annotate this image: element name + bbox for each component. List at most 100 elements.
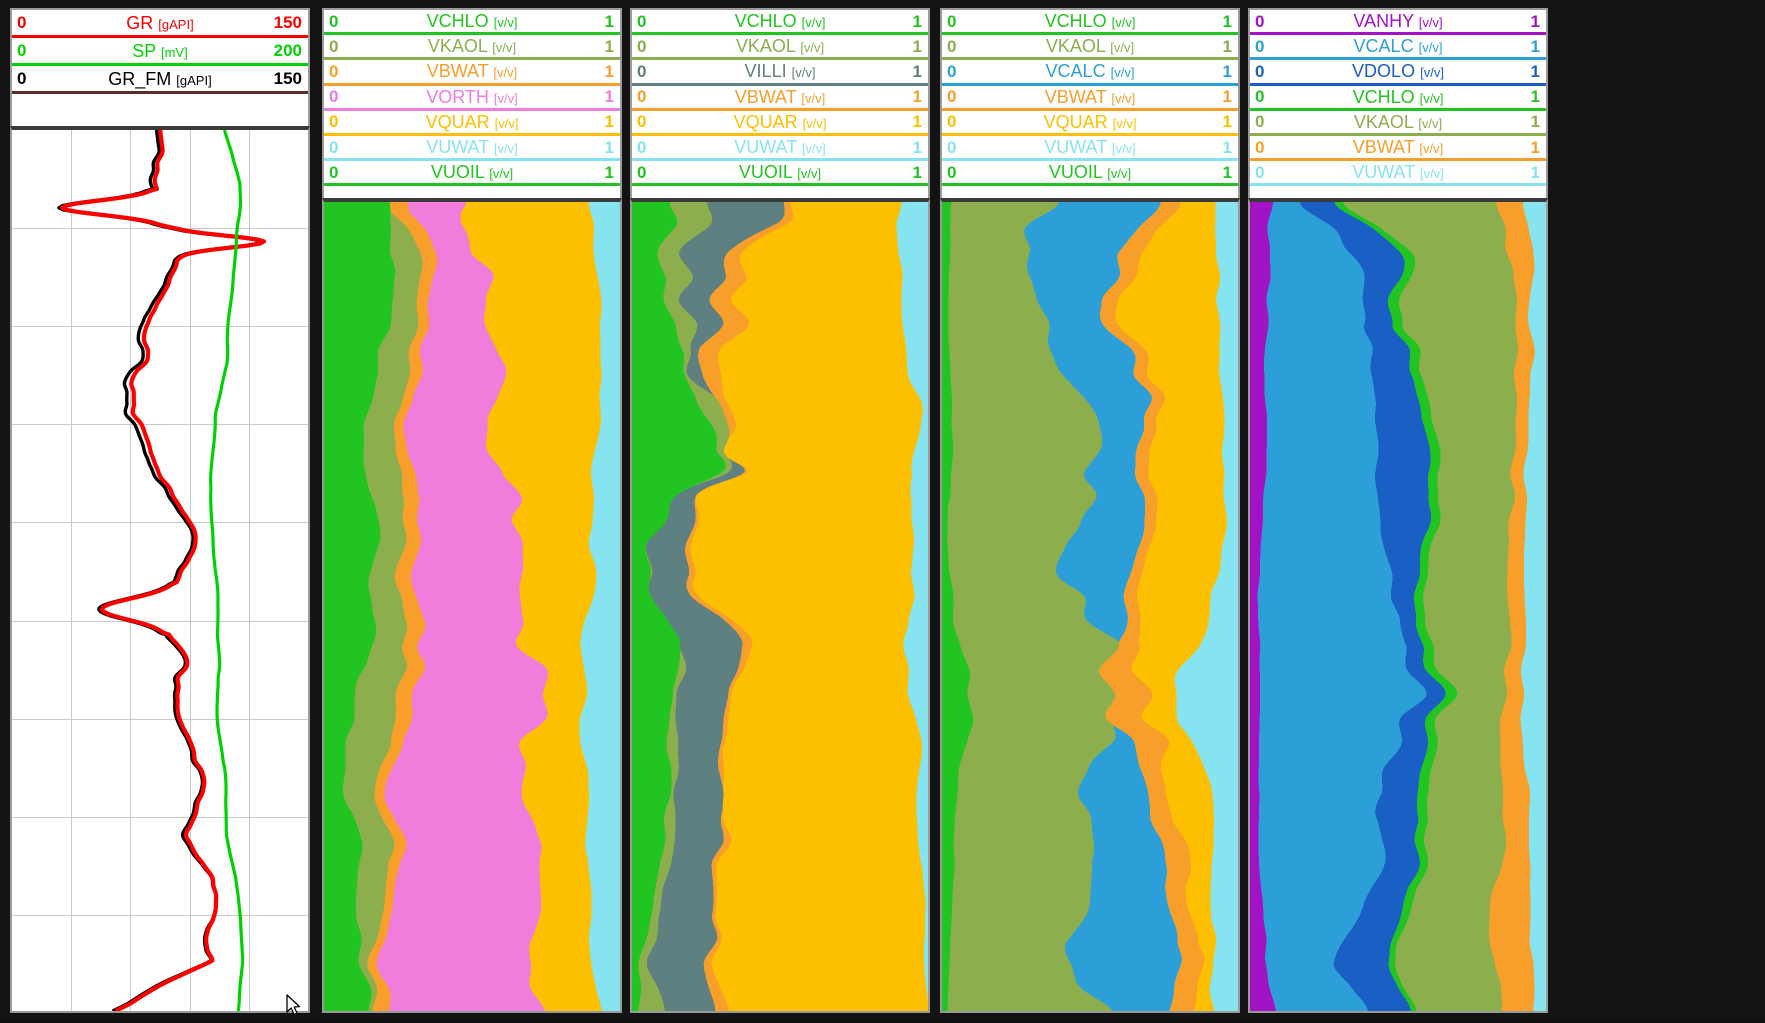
scale-min-vbwat: 0 — [1255, 137, 1265, 157]
curve-name-vquar: VQUAR [v/v] — [632, 113, 928, 131]
curve-header-row-vuwat[interactable]: 0 VUWAT [v/v] 1 — [324, 136, 620, 162]
scale-max-vkaol: 1 — [604, 36, 614, 56]
curve-plot-area[interactable] — [10, 126, 310, 1013]
scale-max-vdolo: 1 — [1530, 61, 1540, 81]
curve-header-row-sp[interactable]: 0 SP [mV] 200 — [12, 38, 308, 66]
scale-max-vuwat: 1 — [604, 137, 614, 157]
mineral-fill-area[interactable] — [630, 198, 930, 1013]
mineral-band-vuwat — [1174, 202, 1238, 1011]
scale-max-vquar: 1 — [912, 112, 922, 132]
curve-name-sp: SP [mV] — [12, 42, 308, 60]
mineral-band-vuwat — [896, 202, 928, 1011]
curve-header-row-vuoil[interactable]: 0 VUOIL [v/v] 1 — [324, 161, 620, 187]
track-5-mineralogy-anhy[interactable]: 0 VANHY [v/v] 1 0 VCALC [v/v] 1 0 VDOLO [v/v] 1 0… — [1248, 8, 1548, 1013]
curve-unit: [v/v] — [1110, 65, 1135, 81]
curve-unit: [v/v] — [489, 166, 514, 182]
curve-name-vcalc: VCALC [v/v] — [1250, 37, 1546, 55]
curve-header-row-vuoil[interactable]: 0 VUOIL [v/v] 1 — [942, 161, 1238, 187]
scale-min-vuoil: 0 — [947, 162, 957, 182]
curve-unit: [v/v] — [493, 15, 518, 31]
curve-header-row-vcalc[interactable]: 0 VCALC [v/v] 1 — [942, 60, 1238, 86]
mineral-fill-area[interactable] — [1248, 198, 1548, 1013]
curve-name-vchlo: VCHLO [v/v] — [1250, 88, 1546, 106]
curve-header-row-vchlo[interactable]: 0 VCHLO [v/v] 1 — [324, 10, 620, 36]
curve-name-gr: GR [gAPI] — [12, 14, 308, 32]
curve-name-vuoil: VUOIL [v/v] — [632, 163, 928, 181]
track-header[interactable]: 0 VCHLO [v/v] 1 0 VKAOL [v/v] 1 0 VCALC [v/v] 1 0… — [940, 8, 1240, 198]
track-3-mineralogy-illi[interactable]: 0 VCHLO [v/v] 1 0 VKAOL [v/v] 1 0 VILLI [v/v] 1 0… — [630, 8, 930, 1013]
scale-min-vanhy: 0 — [1255, 11, 1265, 31]
curve-header-row-vchlo[interactable]: 0 VCHLO [v/v] 1 — [1250, 86, 1546, 111]
stacked-area-chart — [1250, 202, 1546, 1011]
curve-name-vkaol: VKAOL [v/v] — [1250, 113, 1546, 131]
curve-header-row-vbwat[interactable]: 0 VBWAT [v/v] 1 — [1250, 136, 1546, 162]
mineral-band-vchlo — [324, 202, 396, 1011]
scale-min-vbwat: 0 — [947, 87, 957, 107]
curve-header-row-vuwat[interactable]: 0 VUWAT [v/v] 1 — [1250, 161, 1546, 187]
curve-name-vbwat: VBWAT [v/v] — [324, 62, 620, 80]
scale-min-vuwat: 0 — [947, 137, 957, 157]
stacked-area-chart — [942, 202, 1238, 1011]
curve-header-row-vchlo[interactable]: 0 VCHLO [v/v] 1 — [942, 10, 1238, 36]
curve-header-row-vkaol[interactable]: 0 VKAOL [v/v] 1 — [1250, 111, 1546, 136]
curve-unit: [v/v] — [801, 15, 826, 31]
curve-unit: [gAPI] — [158, 16, 194, 32]
gridline-vertical — [71, 130, 73, 1011]
curve-unit: [v/v] — [1418, 40, 1443, 56]
track-1-gr-sp[interactable]: 0 GR [gAPI] 150 0 SP [mV] 200 0 GR_FM [gAPI] 150 — [10, 8, 310, 1013]
mineral-fill-area[interactable] — [322, 198, 622, 1013]
curve-header-row-vcalc[interactable]: 0 VCALC [v/v] 1 — [1250, 35, 1546, 61]
track-header[interactable]: 0 VCHLO [v/v] 1 0 VKAOL [v/v] 1 0 VILLI [v/v] 1 0… — [630, 8, 930, 198]
track-2-mineralogy-orth[interactable]: 0 VCHLO [v/v] 1 0 VKAOL [v/v] 1 0 VBWAT [v/v] 1 0… — [322, 8, 622, 1013]
curve-name-vbwat: VBWAT [v/v] — [942, 88, 1238, 106]
scale-max-vquar: 1 — [1222, 112, 1232, 132]
curve-mnemonic: VQUAR — [1043, 111, 1108, 132]
curve-mnemonic: VDOLO — [1352, 61, 1416, 82]
curve-header-row-vdolo[interactable]: 0 VDOLO [v/v] 1 — [1250, 60, 1546, 86]
curve-header-row-vchlo[interactable]: 0 VCHLO [v/v] 1 — [632, 10, 928, 36]
scale-max-vuwat: 1 — [1530, 162, 1540, 182]
curve-name-vkaol: VKAOL [v/v] — [942, 37, 1238, 55]
track-header[interactable]: 0 GR [gAPI] 150 0 SP [mV] 200 0 GR_FM [gAPI] 150 — [10, 8, 310, 126]
curve-header-row-vkaol[interactable]: 0 VKAOL [v/v] 1 — [942, 35, 1238, 61]
curve-header-row-gr_fm[interactable]: 0 GR_FM [gAPI] 150 — [12, 66, 308, 94]
scale-min-vchlo: 0 — [329, 11, 339, 31]
curve-mnemonic: VUWAT — [1044, 137, 1107, 158]
curve-header-row-vanhy[interactable]: 0 VANHY [v/v] 1 — [1250, 10, 1546, 36]
curve-header-row-vquar[interactable]: 0 VQUAR [v/v] 1 — [942, 111, 1238, 136]
curve-name-villi: VILLI [v/v] — [632, 62, 928, 80]
curve-unit: [v/v] — [492, 40, 517, 56]
curve-header-row-vbwat[interactable]: 0 VBWAT [v/v] 1 — [632, 86, 928, 111]
scale-max-vorth: 1 — [604, 87, 614, 107]
track-4-mineralogy-calc[interactable]: 0 VCHLO [v/v] 1 0 VKAOL [v/v] 1 0 VCALC [v/v] 1 0… — [940, 8, 1240, 1013]
curve-name-vuwat: VUWAT [v/v] — [942, 138, 1238, 156]
header-blank-area — [12, 94, 308, 126]
stacked-area-chart — [632, 202, 928, 1011]
curve-header-row-vorth[interactable]: 0 VORTH [v/v] 1 — [324, 86, 620, 111]
mineral-fill-area[interactable] — [940, 198, 1240, 1013]
curve-header-row-villi[interactable]: 0 VILLI [v/v] 1 — [632, 60, 928, 86]
curve-header-row-vkaol[interactable]: 0 VKAOL [v/v] 1 — [324, 35, 620, 61]
scale-max-vcalc: 1 — [1530, 36, 1540, 56]
curve-header-row-vquar[interactable]: 0 VQUAR [v/v] 1 — [632, 111, 928, 136]
track-header[interactable]: 0 VCHLO [v/v] 1 0 VKAOL [v/v] 1 0 VBWAT [v/v] 1 0… — [322, 8, 622, 198]
mineral-band-vorth — [376, 202, 548, 1011]
curve-header-row-vuoil[interactable]: 0 VUOIL [v/v] 1 — [632, 161, 928, 187]
curve-mnemonic: VBWAT — [1352, 137, 1415, 158]
curve-header-row-vbwat[interactable]: 0 VBWAT [v/v] 1 — [942, 86, 1238, 111]
scale-min-vbwat: 0 — [637, 87, 647, 107]
curve-header-row-vkaol[interactable]: 0 VKAOL [v/v] 1 — [632, 35, 928, 61]
gridline-horizontal — [12, 326, 308, 328]
curve-header-row-vbwat[interactable]: 0 VBWAT [v/v] 1 — [324, 60, 620, 86]
curve-name-vquar: VQUAR [v/v] — [324, 113, 620, 131]
scale-max-vuoil: 1 — [1222, 162, 1232, 182]
curve-header-row-vquar[interactable]: 0 VQUAR [v/v] 1 — [324, 111, 620, 136]
curve-header-row-vuwat[interactable]: 0 VUWAT [v/v] 1 — [942, 136, 1238, 162]
curve-header-row-vuwat[interactable]: 0 VUWAT [v/v] 1 — [632, 136, 928, 162]
scale-min-vuoil: 0 — [637, 162, 647, 182]
curve-header-row-gr[interactable]: 0 GR [gAPI] 150 — [12, 10, 308, 38]
track-header[interactable]: 0 VANHY [v/v] 1 0 VCALC [v/v] 1 0 VDOLO [v/v] 1 0… — [1248, 8, 1548, 198]
curve-unit: [gAPI] — [176, 72, 212, 88]
scale-max-vuoil: 1 — [604, 162, 614, 182]
mineral-band-vbwat — [1488, 202, 1535, 1011]
